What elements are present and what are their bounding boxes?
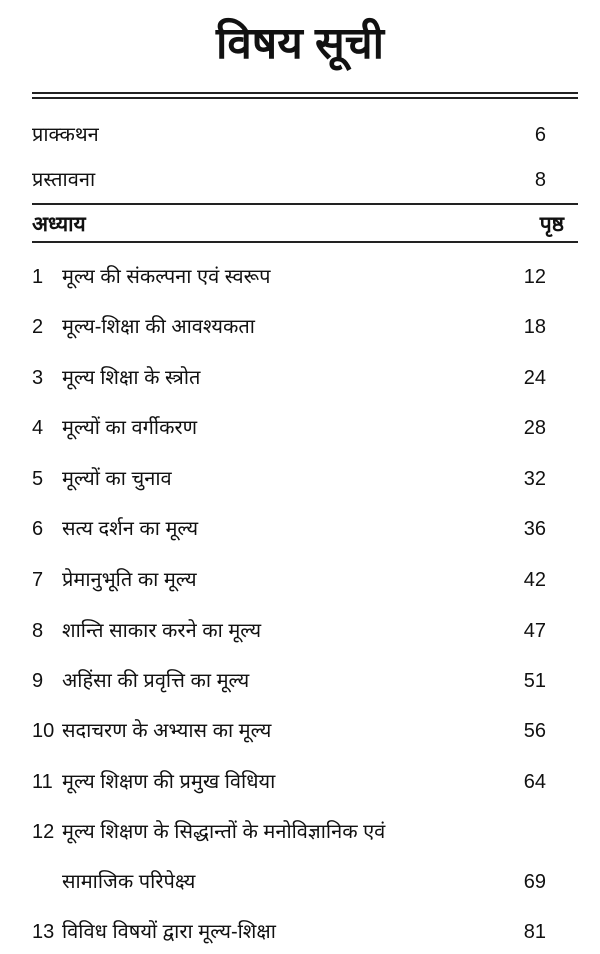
toc-chapter-item[interactable]: 9 अहिंसा की प्रवृत्ति का मूल्य 51 (32, 666, 546, 696)
toc-chapter-item[interactable]: 1 मूल्य की संकल्पना एवं स्वरूप 12 (32, 262, 546, 292)
chapter-header: अध्याय (32, 213, 86, 236)
chapter-title: मूल्य शिक्षण की प्रमुख विधिया (62, 771, 276, 793)
toc-chapter-item[interactable]: 11 मूल्य शिक्षण की प्रमुख विधिया 64 (32, 767, 546, 797)
chapter-page: 64 (523, 771, 546, 793)
toc-chapter-item[interactable]: 8 शान्ति साकार करने का मूल्य 47 (32, 616, 546, 646)
page-title: विषय सूची (215, 19, 385, 68)
chapter-title-continued: सामाजिक परिपेक्ष्य (62, 871, 196, 893)
chapter-number: 1 (32, 266, 44, 288)
chapter-number: 8 (32, 620, 44, 642)
toc-chapter-item-continued[interactable]: सामाजिक परिपेक्ष्य 69 (32, 867, 546, 897)
chapter-number: 2 (32, 316, 44, 338)
toc-title: प्रस्तावना (32, 169, 96, 191)
toc-chapter-item[interactable]: 5 मूल्यों का चुनाव 32 (32, 464, 546, 494)
chapter-number: 10 (32, 720, 55, 742)
chapter-title: प्रेमानुभूति का मूल्य (62, 569, 197, 591)
chapter-number: 9 (32, 670, 44, 692)
double-rule-bottom (32, 97, 578, 99)
toc-title: प्राक्कथन (32, 124, 99, 146)
header-rule-bottom (32, 241, 578, 243)
chapter-title: मूल्य-शिक्षा की आवश्यकता (62, 316, 255, 338)
chapter-number: 13 (32, 921, 55, 943)
chapter-number: 4 (32, 417, 44, 439)
chapter-title: विविध विषयों द्वारा मूल्य-शिक्षा (62, 921, 276, 943)
chapter-title: मूल्य शिक्षण के सिद्धान्तों के मनोविज्ञा… (62, 821, 386, 843)
chapter-title: मूल्यों का वर्गीकरण (62, 417, 198, 439)
chapter-number: 12 (32, 821, 55, 843)
chapter-number: 5 (32, 468, 44, 490)
chapter-title: मूल्य शिक्षा के स्त्रोत (62, 367, 201, 389)
chapter-page: 51 (523, 670, 546, 692)
toc-page: 6 (534, 124, 546, 146)
toc-chapter-item[interactable]: 2 मूल्य-शिक्षा की आवश्यकता 18 (32, 312, 546, 342)
chapter-title: मूल्य की संकल्पना एवं स्वरूप (62, 266, 271, 288)
chapter-title: शान्ति साकार करने का मूल्य (62, 620, 262, 642)
chapter-page: 18 (523, 316, 546, 338)
chapter-title: सदाचरण के अभ्यास का मूल्य (62, 720, 272, 742)
toc-chapter-item[interactable]: 13 विविध विषयों द्वारा मूल्य-शिक्षा 81 (32, 917, 546, 947)
toc-page: 8 (534, 169, 546, 191)
chapter-page: 47 (523, 620, 546, 642)
toc-chapter-item[interactable]: 6 सत्य दर्शन का मूल्य 36 (32, 514, 546, 544)
toc-front-item[interactable]: प्राक्कथन 6 (32, 120, 546, 150)
chapter-page: 69 (523, 871, 546, 893)
chapter-page: 12 (523, 266, 546, 288)
toc-front-item[interactable]: प्रस्तावना 8 (32, 165, 546, 195)
header-rule-top (32, 203, 578, 205)
chapter-page: 24 (523, 367, 546, 389)
chapter-number: 7 (32, 569, 44, 591)
chapter-page: 81 (523, 921, 546, 943)
chapter-title: सत्य दर्शन का मूल्य (62, 518, 199, 540)
chapter-title: अहिंसा की प्रवृत्ति का मूल्य (62, 670, 250, 692)
chapter-page: 56 (523, 720, 546, 742)
chapter-number: 6 (32, 518, 44, 540)
toc-chapter-item[interactable]: 12 मूल्य शिक्षण के सिद्धान्तों के मनोविज्… (32, 817, 546, 847)
chapter-title: मूल्यों का चुनाव (62, 468, 172, 490)
chapter-page: 28 (523, 417, 546, 439)
page-header: पृष्ठ (539, 213, 564, 236)
toc-chapter-item[interactable]: 4 मूल्यों का वर्गीकरण 28 (32, 413, 546, 443)
chapter-number: 3 (32, 367, 44, 389)
chapter-page: 32 (523, 468, 546, 490)
toc-chapter-item[interactable]: 7 प्रेमानुभूति का मूल्य 42 (32, 565, 546, 595)
double-rule-top (32, 92, 578, 94)
toc-chapter-item[interactable]: 10 सदाचरण के अभ्यास का मूल्य 56 (32, 716, 546, 746)
chapter-page: 42 (523, 569, 546, 591)
chapter-number: 11 (32, 771, 53, 793)
chapter-page: 36 (523, 518, 546, 540)
toc-chapter-item[interactable]: 3 मूल्य शिक्षा के स्त्रोत 24 (32, 363, 546, 393)
toc-header: अध्याय पृष्ठ (32, 210, 564, 240)
